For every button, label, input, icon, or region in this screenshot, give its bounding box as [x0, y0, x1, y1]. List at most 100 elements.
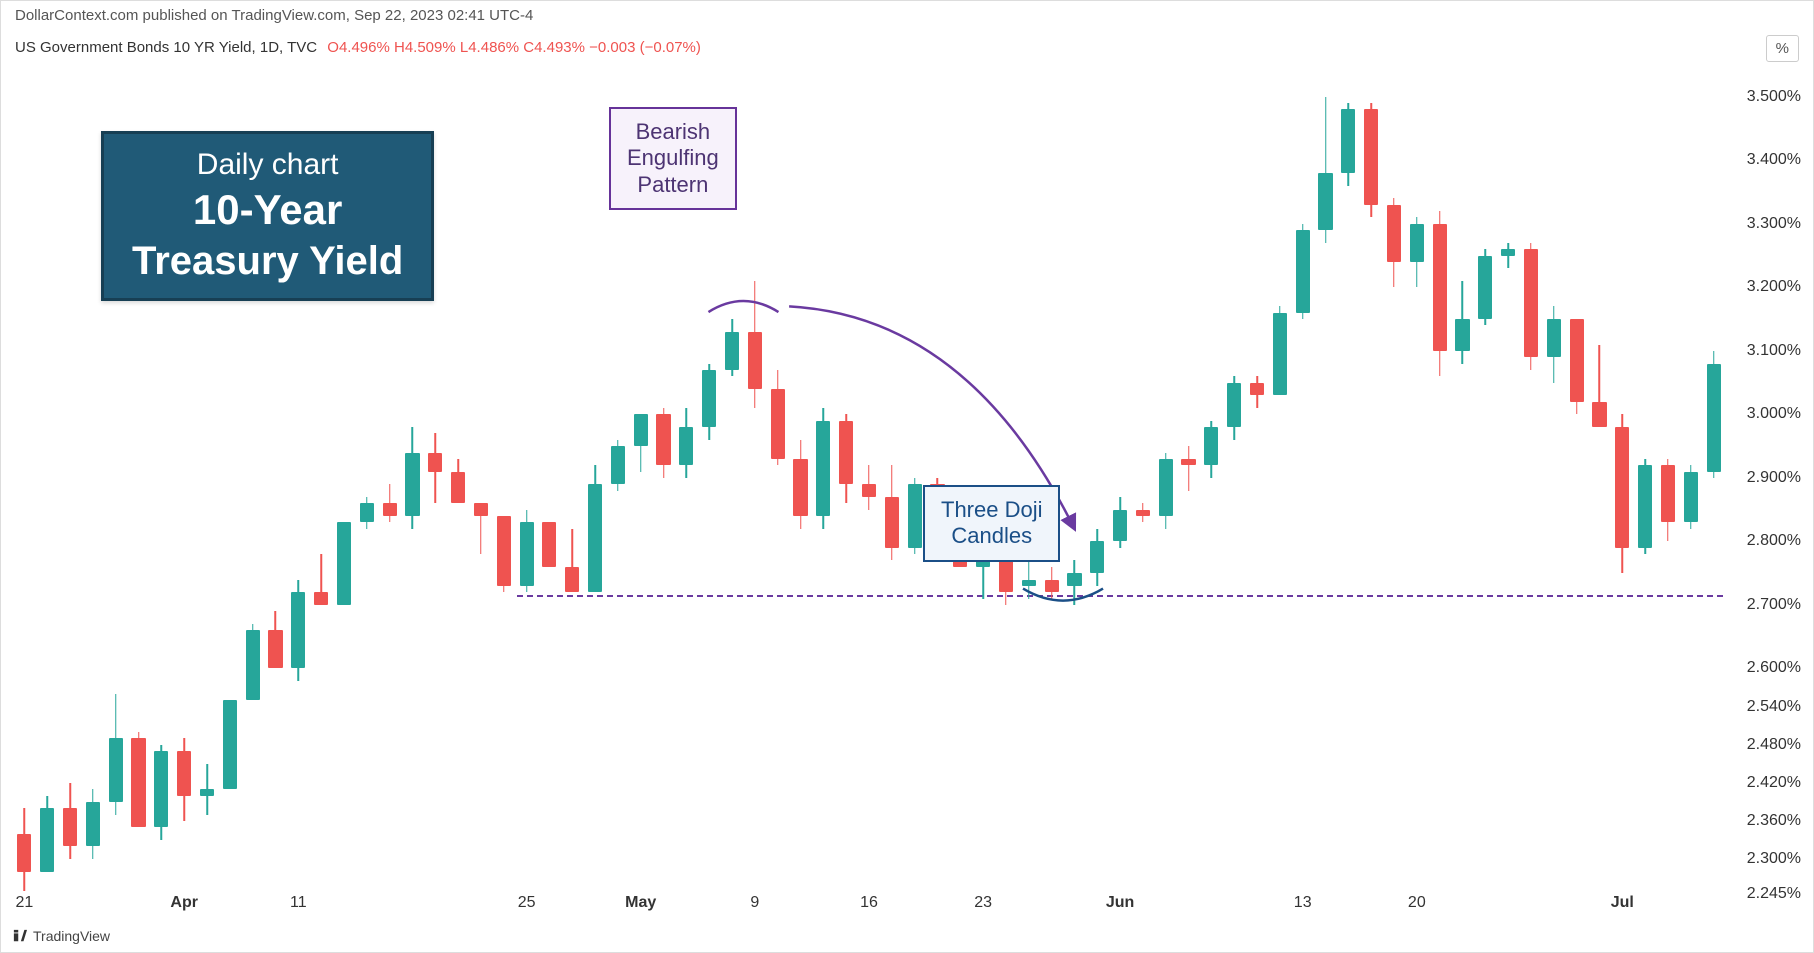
candle — [451, 65, 465, 894]
x-tick: 21 — [16, 894, 34, 912]
candle — [1387, 65, 1401, 894]
annot1-l1: Bearish — [627, 119, 719, 145]
candle — [474, 65, 488, 894]
annotation-three-doji: Three Doji Candles — [923, 485, 1060, 562]
candle — [1410, 65, 1424, 894]
x-tick: 13 — [1294, 894, 1312, 912]
candle — [1181, 65, 1195, 894]
candle — [1022, 65, 1036, 894]
annot1-l2: Engulfing — [627, 145, 719, 171]
candle — [816, 65, 830, 894]
symbol-title: US Government Bonds 10 YR Yield, 1D, TVC — [15, 39, 317, 56]
candle — [839, 65, 853, 894]
candle — [1707, 65, 1721, 894]
candle — [1204, 65, 1218, 894]
title-line3: Treasury Yield — [132, 236, 403, 286]
title-line1: Daily chart — [132, 146, 403, 184]
y-tick: 3.300% — [1747, 215, 1801, 233]
candle — [1615, 65, 1629, 894]
candle — [862, 65, 876, 894]
candle — [930, 65, 944, 894]
candle — [748, 65, 762, 894]
y-tick: 2.360% — [1747, 812, 1801, 830]
x-tick: 20 — [1408, 894, 1426, 912]
y-tick: 3.400% — [1747, 151, 1801, 169]
candle — [1455, 65, 1469, 894]
y-axis: 3.500%3.400%3.300%3.200%3.100%3.000%2.90… — [1725, 65, 1805, 892]
candle — [999, 65, 1013, 894]
annot2-l2: Candles — [941, 523, 1042, 549]
candle — [885, 65, 899, 894]
candle — [1341, 65, 1355, 894]
candle — [86, 65, 100, 894]
candle — [1273, 65, 1287, 894]
candle — [1592, 65, 1606, 894]
candle — [1296, 65, 1310, 894]
candle — [908, 65, 922, 894]
ohlc-values: O4.496% H4.509% L4.486% C4.493% −0.003 (… — [327, 39, 701, 56]
candle — [1227, 65, 1241, 894]
y-tick: 2.420% — [1747, 774, 1801, 792]
publish-info: DollarContext.com published on TradingVi… — [15, 7, 533, 24]
y-tick: 2.300% — [1747, 850, 1801, 868]
tv-icon — [13, 929, 27, 943]
candle — [520, 65, 534, 894]
tradingview-logo: TradingView — [13, 928, 110, 944]
candle — [40, 65, 54, 894]
chart-legend: US Government Bonds 10 YR Yield, 1D, TVC… — [15, 39, 701, 56]
candle — [17, 65, 31, 894]
annotation-bearish-engulfing: Bearish Engulfing Pattern — [609, 107, 737, 210]
annot2-l1: Three Doji — [941, 497, 1042, 523]
y-tick: 2.800% — [1747, 532, 1801, 550]
candle — [497, 65, 511, 894]
candle — [1136, 65, 1150, 894]
candle — [1501, 65, 1515, 894]
candle — [1067, 65, 1081, 894]
candle — [1684, 65, 1698, 894]
y-tick: 3.200% — [1747, 278, 1801, 296]
candle — [1570, 65, 1584, 894]
candle — [793, 65, 807, 894]
x-tick: Jul — [1611, 894, 1634, 912]
y-tick: 2.540% — [1747, 698, 1801, 716]
candle — [976, 65, 990, 894]
x-tick: 23 — [974, 894, 992, 912]
x-tick: 11 — [290, 894, 307, 912]
x-tick: Apr — [170, 894, 198, 912]
x-tick: May — [625, 894, 656, 912]
candle — [1364, 65, 1378, 894]
footer-text: TradingView — [33, 928, 110, 944]
chart-title-box: Daily chart 10-Year Treasury Yield — [101, 131, 434, 301]
y-tick: 2.245% — [1747, 885, 1801, 903]
y-tick: 2.480% — [1747, 736, 1801, 754]
x-tick: 16 — [860, 894, 878, 912]
candle — [542, 65, 556, 894]
candle — [1250, 65, 1264, 894]
candle — [771, 65, 785, 894]
y-tick: 3.000% — [1747, 405, 1801, 423]
y-tick: 2.700% — [1747, 596, 1801, 614]
candle — [1045, 65, 1059, 894]
annot1-l3: Pattern — [627, 172, 719, 198]
candle — [1478, 65, 1492, 894]
candle — [1113, 65, 1127, 894]
candle — [63, 65, 77, 894]
candle — [1661, 65, 1675, 894]
y-tick: 2.900% — [1747, 469, 1801, 487]
candle — [1547, 65, 1561, 894]
candle — [1159, 65, 1173, 894]
candle — [1638, 65, 1652, 894]
percent-toggle-button[interactable]: % — [1766, 35, 1799, 62]
candle — [588, 65, 602, 894]
y-tick: 2.600% — [1747, 659, 1801, 677]
x-tick: 25 — [518, 894, 536, 912]
y-tick: 3.100% — [1747, 342, 1801, 360]
x-tick: 9 — [750, 894, 759, 912]
title-line2: 10-Year — [132, 184, 403, 237]
candle — [565, 65, 579, 894]
candle — [1433, 65, 1447, 894]
x-tick: Jun — [1106, 894, 1134, 912]
candle — [1318, 65, 1332, 894]
candle — [1524, 65, 1538, 894]
candle — [1090, 65, 1104, 894]
